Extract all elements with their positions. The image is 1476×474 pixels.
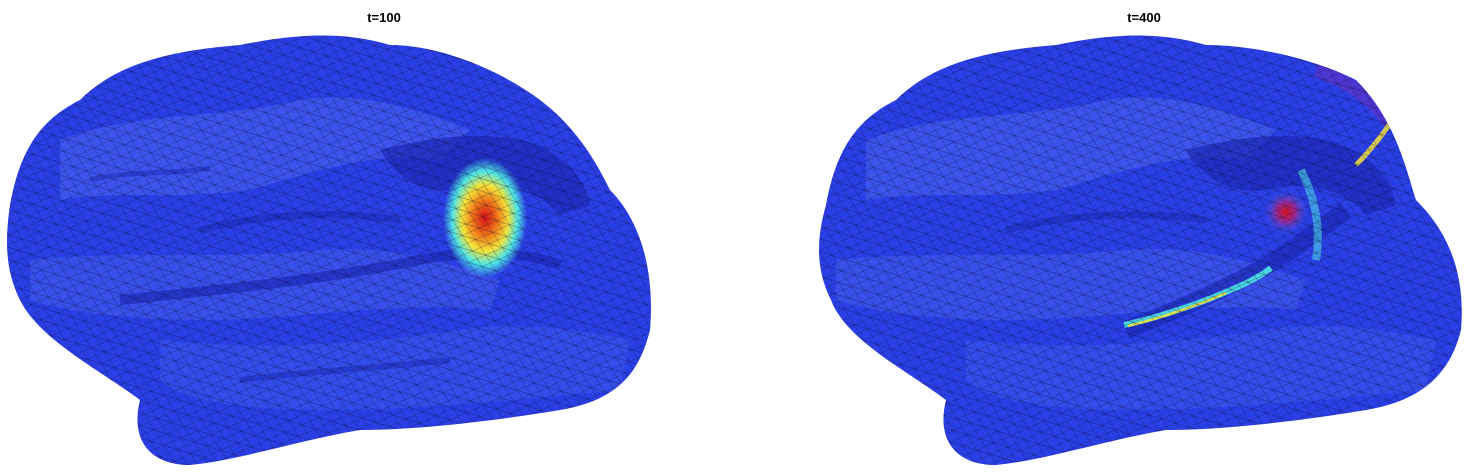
panel-title: t=100 (367, 10, 401, 25)
panel-title: t=400 (1127, 10, 1161, 25)
brain-panel-t100: t=100 (0, 0, 720, 474)
cortex-mesh (7, 35, 651, 465)
cortex-mesh (819, 35, 1462, 465)
brain-panel-t400: t=400 (756, 0, 1476, 474)
brain-surface-render (7, 35, 651, 465)
brain-surface-render (819, 35, 1462, 465)
